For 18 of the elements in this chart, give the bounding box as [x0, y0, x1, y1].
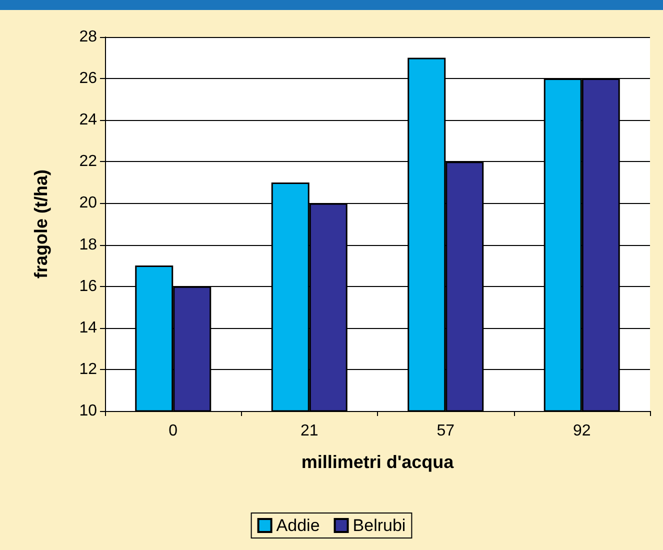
- y-tick-label: 18: [79, 236, 98, 254]
- y-tick-label: 22: [79, 153, 98, 170]
- y-tick-label: 10: [79, 402, 98, 420]
- y-tick-label: 12: [79, 360, 98, 378]
- y-tick-label: 26: [79, 70, 98, 88]
- x-tick-label: 57: [436, 422, 455, 440]
- y-tick-label: 14: [79, 319, 98, 336]
- y-tick-label: 20: [79, 194, 98, 212]
- y-tick-label: 16: [79, 278, 98, 295]
- legend-label: Addie: [276, 516, 320, 535]
- y-tick-label: 24: [79, 112, 98, 129]
- x-axis-title: millimetri d'acqua: [301, 452, 455, 472]
- legend-label: Belrubi: [352, 516, 406, 535]
- x-tick-label: 21: [300, 422, 318, 440]
- y-axis-title: fragole (t/ha): [31, 169, 51, 279]
- x-tick-label: 92: [572, 422, 591, 440]
- y-tick-label: 28: [79, 28, 98, 46]
- x-tick-label: 0: [168, 422, 178, 440]
